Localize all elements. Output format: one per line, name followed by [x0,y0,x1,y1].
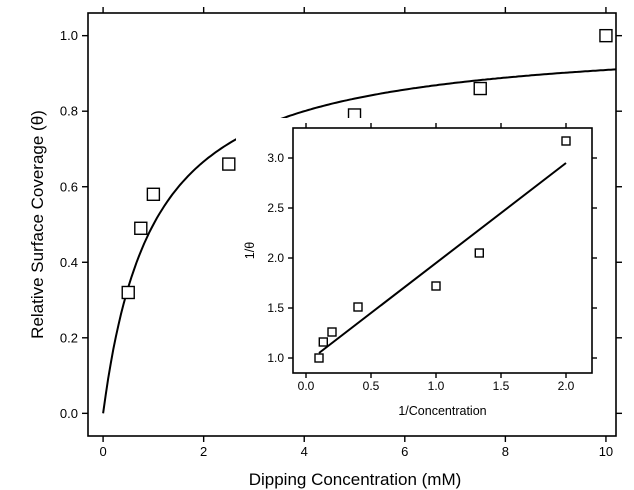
plot-frame [87,12,617,437]
y-tick-label: 1.0 [60,28,78,43]
inset-fit-line [318,162,567,354]
data-point [146,187,161,201]
inset-y-tick-label: 1.0 [267,351,284,365]
inset-data-point [314,353,324,363]
x-axis-label: Dipping Concentration (mM) [249,470,462,489]
data-point [599,28,613,43]
y-tick-label: 0.6 [60,179,78,194]
data-point [473,81,487,96]
fit-line [102,68,617,414]
inset-y-tick-label: 1.5 [267,301,284,315]
x-tick-label: 6 [401,444,408,459]
inset-data-point [327,327,337,337]
y-axis-label: Relative Surface Coverage (θ) [28,110,47,339]
inset-x-tick-label: 0.0 [298,379,315,393]
y-tick-label: 0.4 [60,255,78,270]
inset-x-tick-label: 0.5 [363,379,380,393]
data-point [134,221,148,235]
inset-data-point [431,281,441,291]
y-tick-label: 0.0 [60,406,78,421]
inset-data-point [561,136,571,146]
inset-plot-frame [292,127,593,374]
inset-data-point [353,302,363,312]
inset-y-axis-label: 1/θ [243,242,257,259]
x-tick-label: 4 [301,444,308,459]
inset-x-tick-label: 2.0 [558,379,575,393]
y-tick-label: 0.2 [60,330,78,345]
x-tick-label: 0 [99,444,106,459]
x-tick-label: 2 [200,444,207,459]
main-plot: 0 2 4 6 8 10 0.0 0.2 0.4 0.6 0.8 1.0 Dipping Concent… [28,7,622,489]
inset-y-tick-label: 3.0 [267,151,284,165]
y-tick-label: 0.8 [60,104,78,119]
inset-y-tick-label: 2.5 [267,201,284,215]
data-point [121,285,135,300]
data-point [222,157,236,171]
inset-data-point [318,337,328,347]
inset-x-tick-label: 1.5 [493,379,510,393]
inset-y-tick-label: 2.0 [267,251,284,265]
inset-data-point [474,248,484,258]
inset-plot: 0.0 0.5 1.0 1.5 2.0 1.0 1.5 2.0 2.5 3.0 1/Concentr… [236,118,608,430]
x-tick-label: 10 [599,444,613,459]
inset-x-tick-label: 1.0 [428,379,445,393]
x-tick-label: 8 [502,444,509,459]
inset-x-axis-label: 1/Concentration [398,404,486,418]
